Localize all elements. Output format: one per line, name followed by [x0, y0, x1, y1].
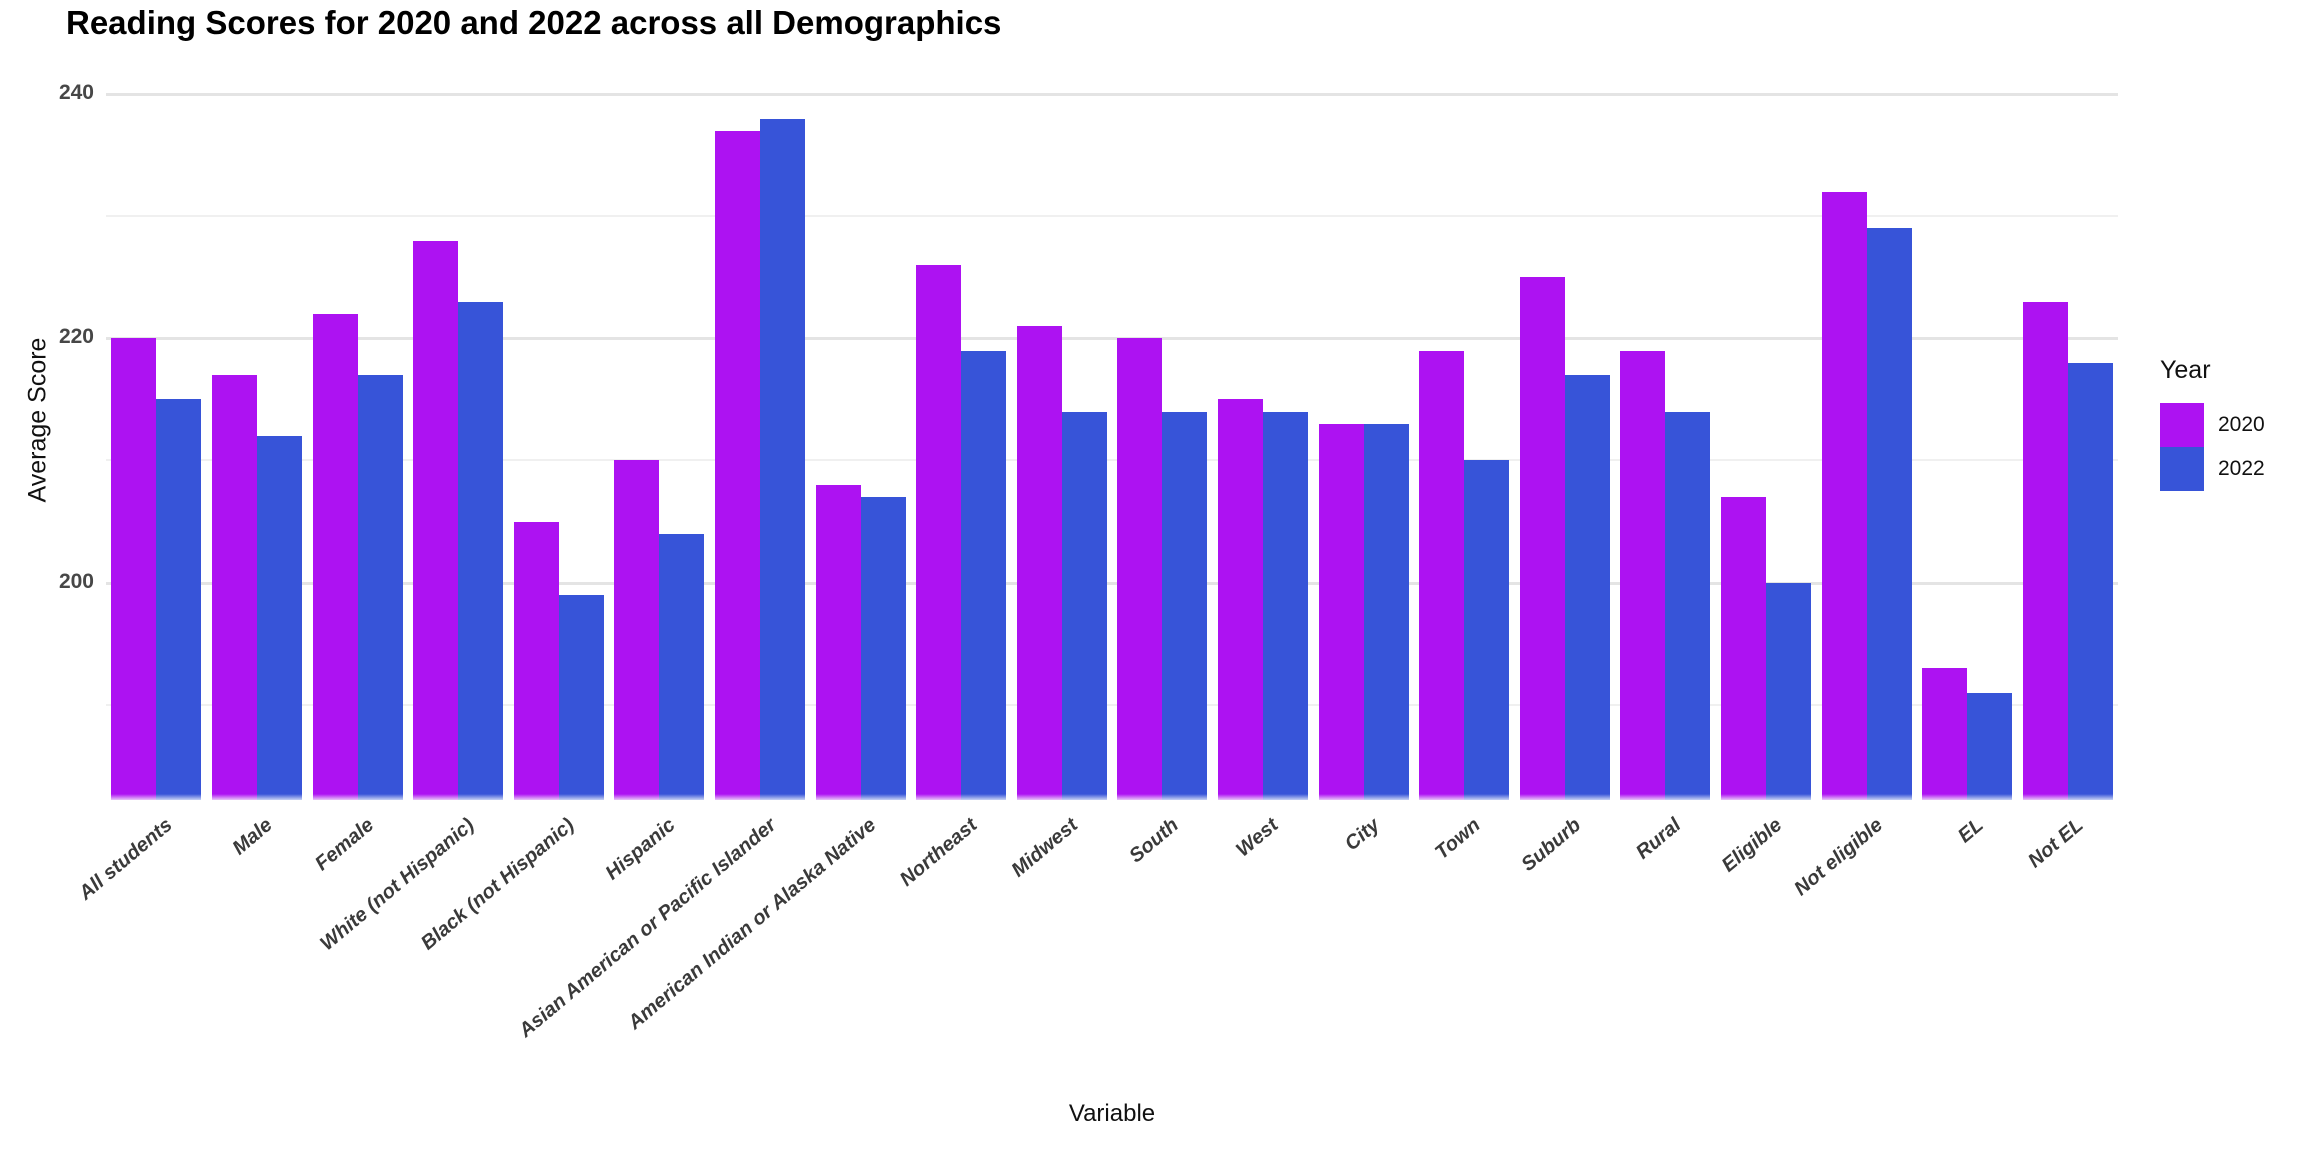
legend-item-2022: 2022	[2160, 447, 2265, 491]
y-tick-label-220: 220	[58, 325, 94, 349]
bar-2020-suburb	[1519, 277, 1565, 800]
bar-2022-not-eligible	[1866, 228, 1912, 800]
gridline-major-220	[106, 337, 2118, 341]
y-axis-title: Average Score	[23, 337, 52, 503]
bar-2020-rural	[1620, 350, 1666, 800]
bar-2020-northeast	[916, 265, 962, 800]
bar-2022-hispanic	[659, 533, 705, 800]
legend-title: Year	[2160, 356, 2211, 384]
x-tick-label-south: South	[1124, 814, 1183, 868]
gridline-major-240	[106, 93, 2118, 97]
chart-title: Reading Scores for 2020 and 2022 across …	[66, 4, 1002, 41]
gridline-minor-230	[106, 215, 2118, 218]
bar-2022-el	[1967, 692, 2013, 800]
x-tick-label-not-el: Not EL	[2024, 814, 2088, 873]
x-tick-label-suburb: Suburb	[1517, 814, 1585, 876]
legend-item-2020: 2020	[2160, 403, 2265, 447]
bar-2020-south	[1117, 338, 1163, 800]
x-axis-title: Variable	[1068, 1100, 1156, 1127]
x-tick-label-city: City	[1340, 814, 1384, 856]
x-tick-label-not-eligible: Not eligible	[1789, 814, 1887, 901]
bar-2022-suburb	[1564, 374, 1610, 800]
bar-2022-northeast	[961, 350, 1007, 800]
y-tick-label-200: 200	[58, 569, 94, 593]
bar-2022-rural	[1665, 411, 1711, 800]
gridline-minor-190	[106, 703, 2118, 706]
legend-label-2022: 2022	[2218, 457, 2265, 480]
x-tick-label-town: Town	[1430, 814, 1485, 864]
bar-2020-all-students	[111, 338, 157, 800]
bar-2020-eligible	[1720, 497, 1766, 800]
bar-2020-town	[1419, 350, 1465, 800]
gridline-major-200	[106, 581, 2118, 585]
bar-2022-female	[357, 374, 403, 800]
bar-2020-el	[1922, 668, 1968, 800]
bar-2022-american-indian-or-alaska-native	[860, 497, 906, 800]
x-tick-label-eligible: Eligible	[1717, 814, 1787, 877]
bar-2022-not-el	[2067, 362, 2113, 800]
x-tick-label-west: West	[1232, 814, 1284, 862]
bar-2020-female	[312, 313, 358, 800]
gridline-minor-210	[106, 459, 2118, 462]
bar-2022-eligible	[1765, 582, 1811, 800]
bar-2022-city	[1363, 423, 1409, 800]
bar-2020-white-not-hispanic	[413, 240, 459, 800]
bar-2022-male	[256, 436, 302, 800]
bar-2020-male	[211, 374, 257, 800]
bar-2020-not-el	[2022, 301, 2068, 800]
bar-2022-all-students	[156, 399, 202, 800]
bar-2022-white-not-hispanic	[458, 301, 504, 800]
legend-swatch-2020	[2160, 403, 2204, 447]
bar-2020-asian-american-or-pacific-islander	[714, 130, 760, 800]
y-tick-label-240: 240	[58, 81, 94, 105]
x-tick-label-male: Male	[228, 814, 278, 860]
bar-2020-black-not-hispanic	[513, 521, 559, 800]
bar-2022-black-not-hispanic	[558, 594, 604, 800]
bar-2022-south	[1162, 411, 1208, 800]
legend: Year 2020 2022	[2160, 356, 2265, 491]
x-tick-label-northeast: Northeast	[895, 814, 982, 891]
bar-2020-hispanic	[614, 460, 660, 800]
bar-2020-not-eligible	[1821, 191, 1867, 800]
x-tick-label-all-students: All students	[74, 814, 177, 905]
bar-2020-city	[1318, 423, 1364, 800]
bar-2022-town	[1464, 460, 1510, 800]
x-tick-label-rural: Rural	[1632, 814, 1686, 864]
bar-2020-american-indian-or-alaska-native	[815, 484, 861, 800]
x-tick-label-midwest: Midwest	[1007, 814, 1082, 882]
bar-2022-asian-american-or-pacific-islander	[759, 118, 805, 800]
legend-swatch-2022	[2160, 447, 2204, 491]
x-tick-label-el: EL	[1953, 814, 1988, 848]
bar-2022-west	[1262, 411, 1308, 800]
plot-area	[106, 66, 2118, 800]
x-tick-label-hispanic: Hispanic	[601, 814, 680, 885]
x-tick-label-female: Female	[310, 814, 378, 876]
bar-2022-midwest	[1061, 411, 1107, 800]
bar-2020-west	[1217, 399, 1263, 800]
bar-2020-midwest	[1016, 326, 1062, 800]
legend-label-2020: 2020	[2218, 413, 2265, 436]
